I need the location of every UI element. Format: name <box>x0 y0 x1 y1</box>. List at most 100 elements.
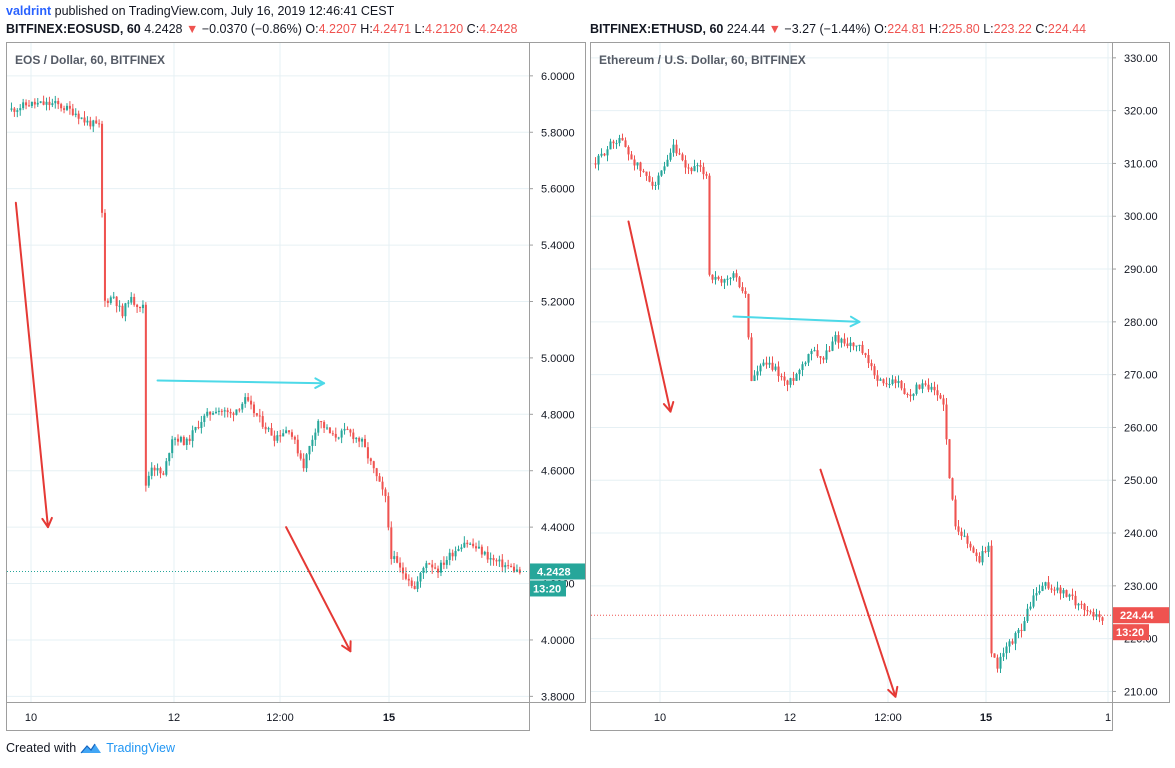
candle-body <box>891 379 894 384</box>
candle-body <box>174 438 177 440</box>
candle-body <box>182 436 185 446</box>
candle-body <box>747 293 750 338</box>
candle-body <box>244 397 247 404</box>
candle-body <box>1062 590 1065 594</box>
candle-body <box>939 395 942 399</box>
y-tick-label: 240.00 <box>1124 528 1158 540</box>
candle-body <box>669 152 672 160</box>
candle-body <box>1026 608 1029 622</box>
candle-body <box>480 546 483 555</box>
candle-body <box>54 100 57 104</box>
candle-body <box>223 410 226 412</box>
candle-body <box>425 563 428 568</box>
candle-body <box>723 279 726 283</box>
x-tick-label: 10 <box>654 712 666 724</box>
candle-body <box>702 166 705 175</box>
candle-body <box>810 350 813 355</box>
author-link[interactable]: valdrint <box>6 4 52 18</box>
candle-body <box>687 167 690 169</box>
eth-last: 224.44 <box>726 22 766 36</box>
candle-body <box>60 104 63 109</box>
candle-body <box>63 108 66 110</box>
candle-body <box>86 120 89 123</box>
candle-body <box>112 296 115 298</box>
candle-body <box>197 427 200 429</box>
candle-body <box>252 404 255 414</box>
candle-body <box>305 454 308 469</box>
candle-body <box>121 305 124 317</box>
candle-body <box>378 476 381 482</box>
candle-body <box>855 345 858 347</box>
candle-body <box>993 653 996 658</box>
candle-body <box>381 481 384 490</box>
candle-body <box>288 430 291 433</box>
candles <box>594 133 1104 674</box>
candle-body <box>642 170 645 172</box>
candle-body <box>684 160 687 168</box>
candle-body <box>419 572 422 582</box>
candle-body <box>867 355 870 364</box>
eos-symbol[interactable]: BITFINEX:EOSUSD, 60 <box>6 22 141 36</box>
arrow-head <box>41 516 53 529</box>
chart-title: Ethereum / U.S. Dollar, 60, BITFINEX <box>599 53 806 67</box>
candle-body <box>101 123 104 213</box>
candle-body <box>783 376 786 381</box>
arrow-head <box>887 685 899 698</box>
eos-high-label: H: <box>360 22 373 36</box>
candle-body <box>130 296 133 303</box>
candle-body <box>837 335 840 343</box>
candle-body <box>960 531 963 536</box>
candle-body <box>912 393 915 397</box>
eth-chart-panel[interactable]: 330.00 320.00 310.00 300.00 290.00 280.00 270.… <box>590 42 1170 732</box>
candle-body <box>133 296 136 305</box>
eos-close: 4.2428 <box>479 22 518 36</box>
candle-body <box>416 581 419 589</box>
candle-body <box>1035 593 1038 596</box>
y-tick-label: 280.00 <box>1124 317 1158 329</box>
candle-body <box>331 433 334 435</box>
eth-high: 225.80 <box>941 22 980 36</box>
candle-body <box>828 350 831 352</box>
tradingview-brand[interactable]: TradingView <box>106 741 175 755</box>
candle-body <box>750 337 753 382</box>
eth-chart[interactable]: 330.00 320.00 310.00 300.00 290.00 280.00 270.… <box>590 42 1170 732</box>
candle-body <box>136 304 139 307</box>
candle-body <box>786 380 789 385</box>
candle-body <box>176 438 180 442</box>
y-tick-label: 320.00 <box>1124 106 1158 118</box>
candle-body <box>744 291 747 294</box>
candle-body <box>179 436 182 442</box>
candle-body <box>124 303 127 317</box>
y-tick-label: 4.6000 <box>541 466 575 478</box>
candle-body <box>106 300 109 303</box>
candle-body <box>798 369 801 374</box>
arrow-head <box>849 315 861 328</box>
candle-body <box>384 489 387 497</box>
candle-body <box>399 562 402 568</box>
candle-body <box>454 550 457 557</box>
eos-high: 4.2471 <box>372 22 412 36</box>
candle-body <box>477 546 480 549</box>
eth-symbol[interactable]: BITFINEX:ETHUSD, 60 <box>590 22 724 36</box>
candle-body <box>984 551 987 553</box>
candle-body <box>936 390 939 396</box>
candle-body <box>285 430 288 434</box>
candle-body <box>1089 611 1092 613</box>
candle-body <box>606 149 609 156</box>
candle-body <box>1059 587 1062 594</box>
candle-body <box>780 376 783 378</box>
candle-body <box>22 102 25 109</box>
candle-body <box>439 562 442 573</box>
candle-body <box>897 380 900 384</box>
candle-body <box>987 545 990 552</box>
eos-chart-panel[interactable]: 6.0000 5.8000 5.6000 5.4000 5.2000 5.0000 4.80… <box>6 42 586 732</box>
candle-body <box>636 162 639 166</box>
candle-body <box>735 273 738 278</box>
candle-body <box>696 165 699 167</box>
candle-body <box>273 435 276 441</box>
candle-body <box>849 342 852 347</box>
eos-chart[interactable]: 6.0000 5.8000 5.6000 5.4000 5.2000 5.0000 4.80… <box>6 42 586 732</box>
candle-body <box>410 580 413 586</box>
candle-body <box>873 366 876 376</box>
candle-body <box>401 567 405 574</box>
